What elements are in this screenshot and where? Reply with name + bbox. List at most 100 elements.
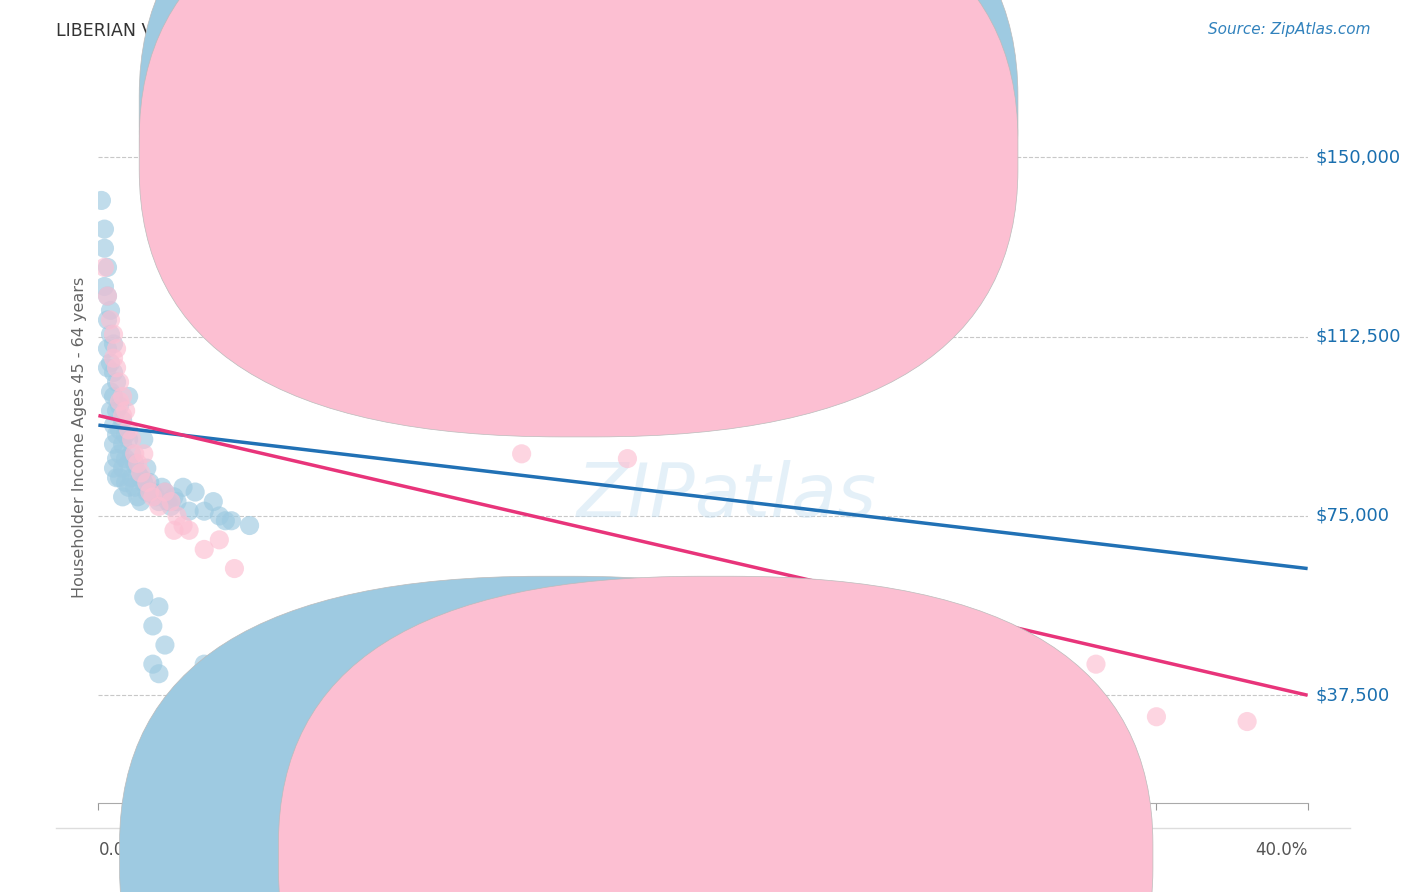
Text: $150,000: $150,000 xyxy=(1316,148,1400,167)
Point xyxy=(904,605,927,619)
Text: Japanese: Japanese xyxy=(740,847,815,865)
Point xyxy=(103,351,125,366)
Point xyxy=(124,456,146,470)
Point xyxy=(108,447,131,461)
Point xyxy=(96,289,118,303)
Point xyxy=(1085,657,1108,672)
Point xyxy=(124,480,146,494)
Point xyxy=(135,461,157,475)
Point xyxy=(103,437,125,451)
Point xyxy=(103,336,125,351)
Text: R =  -0.128   N = 77: R = -0.128 N = 77 xyxy=(607,102,790,120)
Point xyxy=(96,360,118,375)
Point xyxy=(177,524,201,538)
Point xyxy=(239,518,262,533)
Point xyxy=(121,433,143,447)
Point xyxy=(108,471,131,485)
Point xyxy=(100,384,122,399)
Point xyxy=(100,356,122,370)
Point xyxy=(114,451,136,466)
Point xyxy=(105,404,128,418)
Point xyxy=(139,475,162,490)
Point xyxy=(111,389,134,403)
Point xyxy=(103,461,125,475)
Point xyxy=(127,490,149,504)
Point xyxy=(118,456,141,470)
Point xyxy=(121,471,143,485)
Point xyxy=(100,327,122,342)
Point xyxy=(118,423,141,437)
Point xyxy=(111,490,134,504)
Text: $75,000: $75,000 xyxy=(1316,507,1391,525)
Point xyxy=(721,609,744,624)
Point xyxy=(193,542,215,557)
Point xyxy=(93,279,115,293)
Point xyxy=(156,494,179,508)
Point xyxy=(100,303,122,318)
Point xyxy=(93,222,115,236)
Point xyxy=(135,475,157,490)
Point xyxy=(193,504,215,518)
Point xyxy=(124,447,146,461)
Point xyxy=(1236,714,1258,729)
Point xyxy=(118,433,141,447)
Point xyxy=(153,485,176,500)
Point xyxy=(142,619,165,633)
Point xyxy=(100,313,122,327)
Point xyxy=(105,471,128,485)
Point xyxy=(129,466,152,480)
Point xyxy=(121,447,143,461)
Point xyxy=(208,533,231,547)
Point xyxy=(139,485,162,500)
Point xyxy=(148,500,170,514)
Point xyxy=(114,404,136,418)
Point xyxy=(114,475,136,490)
Point xyxy=(163,490,186,504)
Text: $112,500: $112,500 xyxy=(1316,327,1402,346)
Text: 40.0%: 40.0% xyxy=(1256,841,1308,859)
Point xyxy=(96,289,118,303)
Point xyxy=(160,494,183,508)
Point xyxy=(153,485,176,500)
Point xyxy=(108,394,131,409)
Point xyxy=(132,591,155,605)
Point xyxy=(1144,710,1167,724)
Point xyxy=(166,494,188,508)
Text: $37,500: $37,500 xyxy=(1316,686,1391,705)
Point xyxy=(103,327,125,342)
Point xyxy=(163,524,186,538)
Point xyxy=(108,399,131,413)
Point xyxy=(221,514,243,528)
Point xyxy=(142,485,165,500)
Point xyxy=(193,657,215,672)
Point xyxy=(160,500,183,514)
Point xyxy=(172,480,194,494)
Point xyxy=(994,633,1017,648)
Point xyxy=(166,508,188,523)
Point xyxy=(111,409,134,423)
Text: ZIPatlas: ZIPatlas xyxy=(576,459,877,532)
Point xyxy=(129,471,152,485)
Point xyxy=(132,475,155,490)
Point xyxy=(105,375,128,389)
Point xyxy=(96,313,118,327)
Point xyxy=(145,490,167,504)
Point xyxy=(616,451,638,466)
Point xyxy=(96,260,118,275)
Point xyxy=(692,591,714,605)
Point xyxy=(148,494,170,508)
Point xyxy=(96,342,118,356)
Point xyxy=(202,494,225,508)
Point xyxy=(153,638,176,652)
Point xyxy=(208,508,231,523)
Y-axis label: Householder Income Ages 45 - 64 years: Householder Income Ages 45 - 64 years xyxy=(72,277,87,598)
Point xyxy=(224,561,246,575)
Point xyxy=(150,480,173,494)
Point xyxy=(103,366,125,380)
Point xyxy=(184,485,207,500)
Point xyxy=(105,342,128,356)
Point xyxy=(108,423,131,437)
Point xyxy=(148,666,170,681)
Point xyxy=(111,413,134,427)
Point xyxy=(100,404,122,418)
